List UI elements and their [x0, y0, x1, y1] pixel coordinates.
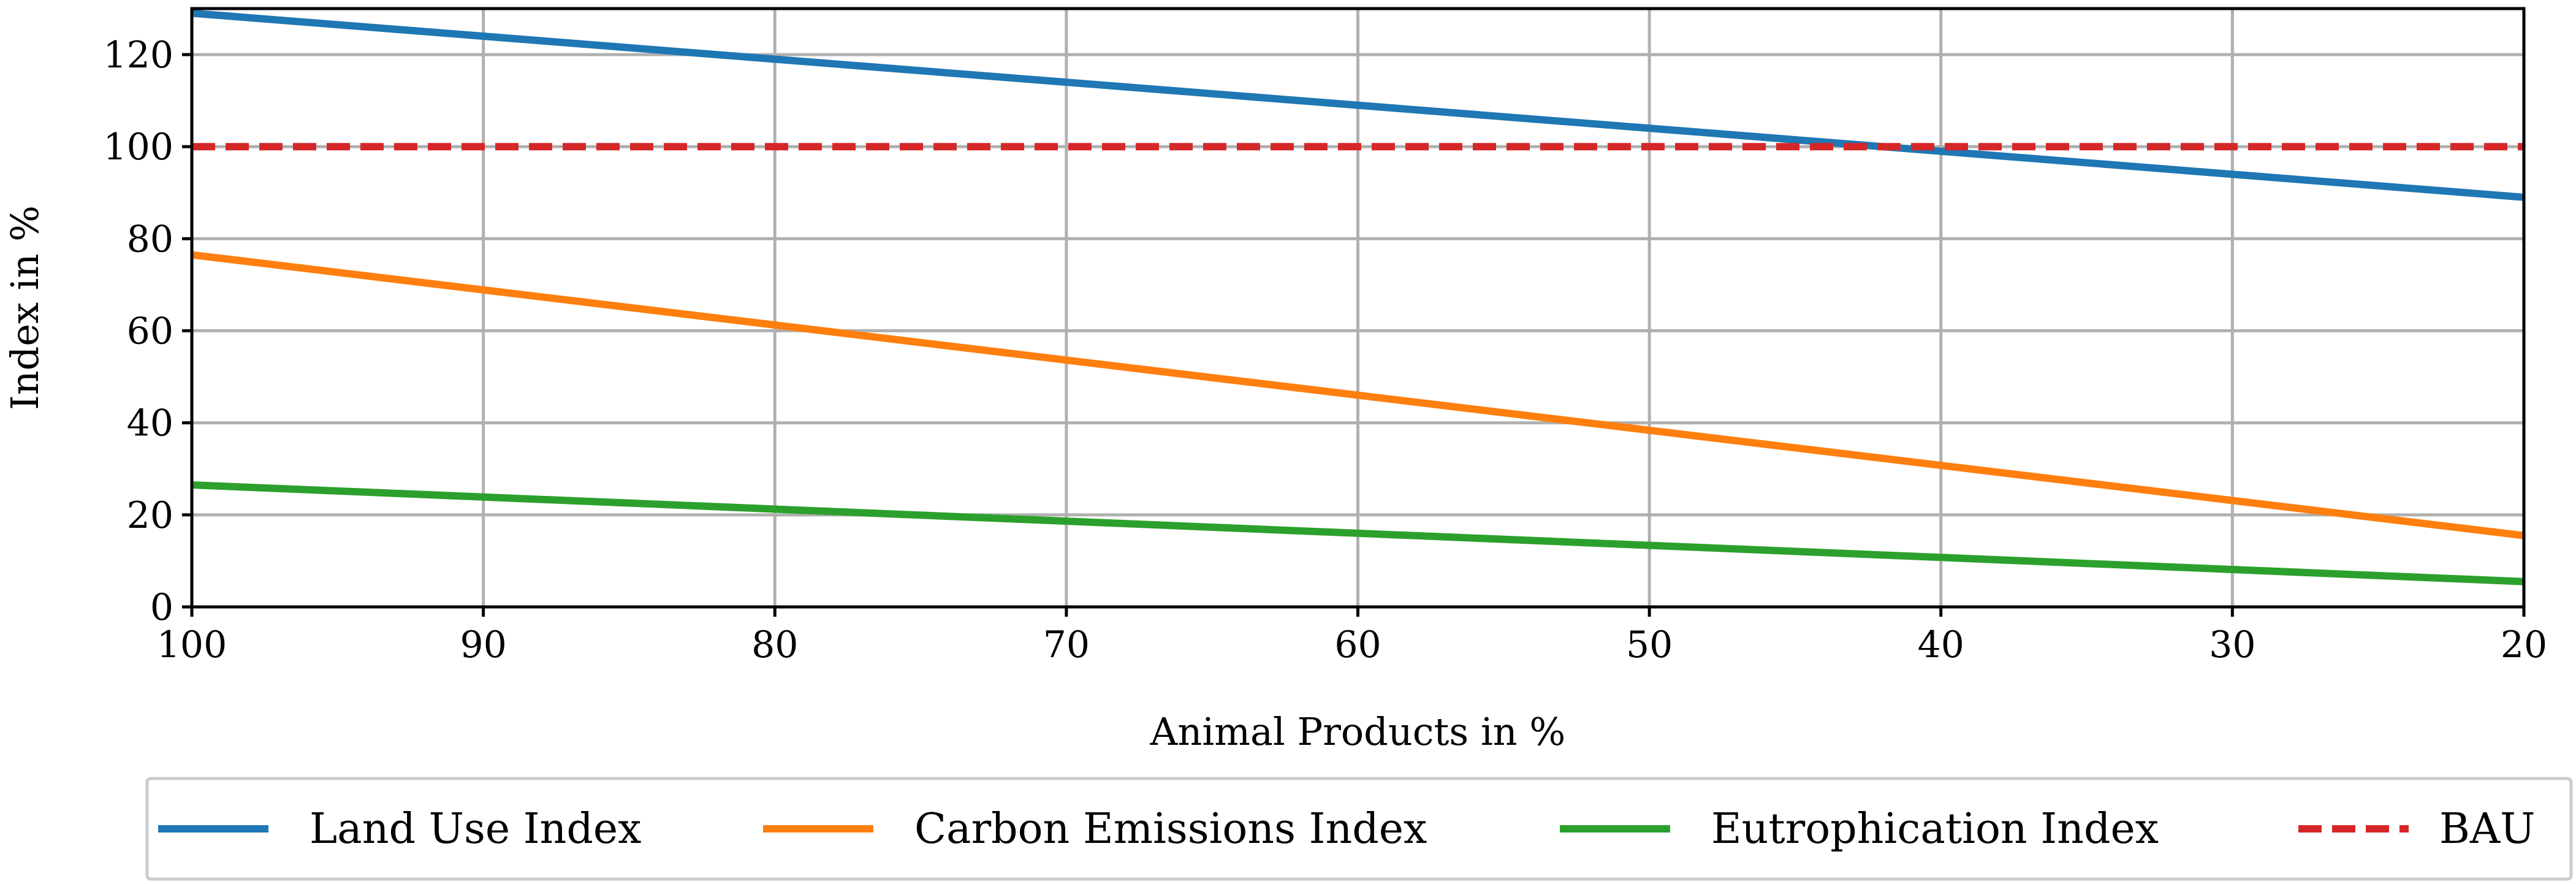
x-axis-label: Animal Products in %	[1150, 709, 1566, 754]
x-tick-label: 30	[2209, 623, 2255, 666]
legend: Land Use Index Carbon Emissions Index Eutr…	[145, 777, 2573, 881]
grid	[190, 9, 2526, 609]
x-tick-label: 50	[1626, 623, 1673, 666]
y-tick-label: 120	[103, 34, 173, 77]
legend-label: Carbon Emissions Index	[914, 805, 1427, 853]
x-tick-label: 100	[157, 623, 227, 666]
x-tick-label: 40	[1918, 623, 1964, 666]
x-tick-label: 80	[751, 623, 798, 666]
x-tick-label: 20	[2501, 623, 2547, 666]
y-axis-label: Index in %	[2, 205, 47, 410]
y-tick-label: 0	[150, 586, 173, 629]
series-lines	[191, 9, 2525, 585]
x-tick-label: 60	[1334, 623, 1381, 666]
ticks: 100 90 80 70 60 50 40 30 20 0 20 40 60 80 100 120	[103, 34, 2547, 666]
y-tick-label: 80	[127, 218, 173, 261]
legend-label: Land Use Index	[310, 805, 641, 853]
y-tick-label: 100	[103, 126, 173, 169]
series-line-eutrophication-index	[191, 481, 2525, 585]
legend-label: BAU	[2439, 805, 2535, 853]
legend-box	[145, 777, 2573, 881]
y-tick-label: 60	[127, 310, 173, 353]
x-tick-label: 90	[460, 623, 506, 666]
series-line-land-use-index	[191, 9, 2525, 201]
x-tick-label: 70	[1043, 623, 1090, 666]
y-tick-label: 40	[127, 402, 173, 445]
legend-label: Eutrophication Index	[1711, 805, 2159, 853]
series-line-carbon-emissions-index	[191, 251, 2525, 539]
y-tick-label: 20	[127, 494, 173, 537]
